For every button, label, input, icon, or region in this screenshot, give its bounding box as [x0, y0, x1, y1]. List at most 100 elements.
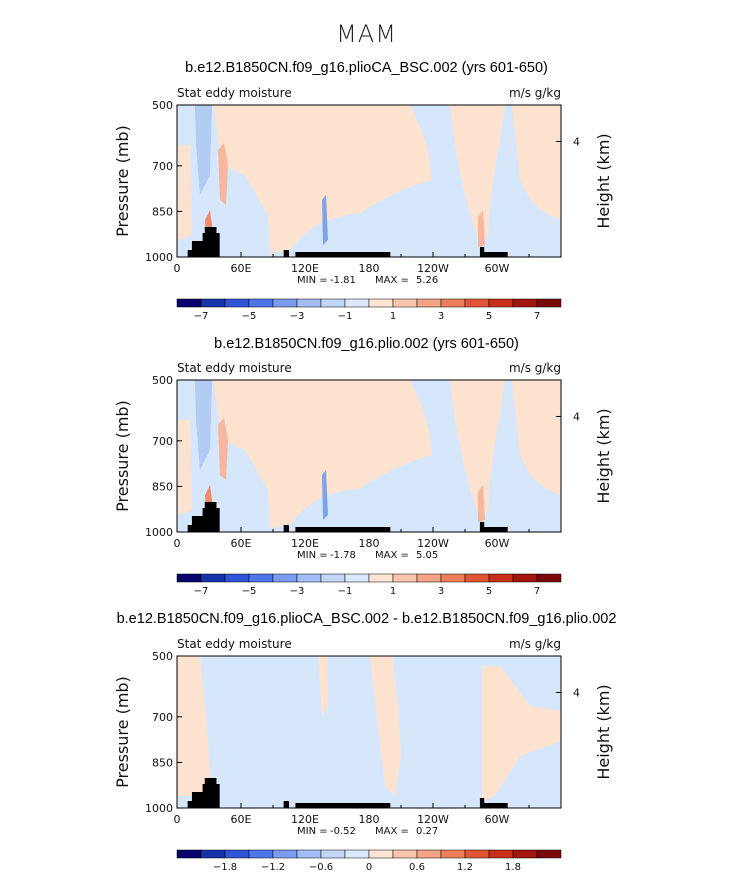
y-right-tick-label: 4 [573, 135, 580, 148]
panel-1-title: b.e12.B1850CN.f09_g16.plioCA_BSC.002 (yr… [185, 60, 548, 76]
colorbar-tick-label: −3 [290, 586, 305, 597]
colorbar-swatch [368, 849, 394, 859]
land-mask-7 [479, 798, 485, 808]
colorbar-swatch [248, 849, 274, 859]
panel-left-label: Stat eddy moisture [177, 361, 292, 375]
colorbar-swatch [416, 298, 442, 308]
colorbar-swatch [224, 849, 250, 859]
x-tick-label: 60W [485, 537, 510, 550]
colorbar-tick-label: −3 [290, 311, 305, 322]
colorbar-swatch [176, 298, 202, 308]
positive-region-3 [512, 380, 561, 495]
min-value: -1.81 [330, 275, 356, 286]
colorbar-tick-label: −1 [338, 311, 353, 322]
panel-units-label: m/s g/kg [509, 637, 561, 651]
land-mask-8 [482, 803, 508, 808]
colorbar-swatch [272, 573, 298, 583]
negative-core-1 [322, 470, 328, 520]
colorbar-swatch [296, 849, 322, 859]
y-tick-label: 500 [152, 374, 173, 387]
positive-core-3 [478, 210, 485, 247]
colorbar-tick-label: 7 [534, 311, 540, 322]
y-tick-label: 850 [152, 205, 173, 218]
colorbar-swatch [464, 573, 490, 583]
positive-region-3 [512, 105, 561, 220]
negative-streak-1 [195, 105, 212, 195]
positive-region-1 [177, 656, 212, 796]
colorbar-tick-label: −1.2 [261, 862, 285, 873]
land-mask-5 [283, 525, 289, 532]
colorbar-swatch [344, 849, 370, 859]
panel-2: 500 700 850 1000 4 0 60E 120E 180 120W 60W Stat edd… [113, 361, 613, 597]
min-label: MIN = [297, 550, 328, 561]
y-tick-label: 850 [152, 756, 173, 769]
colorbar-swatch [200, 573, 226, 583]
colorbar-swatch [536, 849, 562, 859]
positive-core-3 [478, 485, 485, 522]
x-tick-label: 0 [174, 262, 181, 275]
positive-region-2 [318, 656, 328, 716]
colorbar-swatch [512, 849, 538, 859]
x-tick-label: 180 [359, 813, 380, 826]
colorbar-swatch [344, 573, 370, 583]
y-right-axis-title: Height (km) [594, 408, 613, 503]
y-tick-label: 1000 [145, 526, 173, 539]
y-tick-label: 700 [152, 160, 173, 173]
positive-region-1 [213, 105, 432, 253]
land-mask-8 [482, 252, 508, 257]
land-mask-4 [204, 778, 217, 808]
colorbar-tick-label: 1.2 [457, 862, 473, 873]
max-value: 5.05 [416, 550, 438, 561]
x-tick-label: 120W [417, 262, 449, 275]
colorbar-tick-label: −7 [194, 311, 209, 322]
colorbar-swatch [344, 298, 370, 308]
colorbar-swatch [512, 573, 538, 583]
colorbar-tick-label: −1 [338, 586, 353, 597]
min-label: MIN = [297, 275, 328, 286]
y-axis-title: Pressure (mb) [113, 400, 132, 512]
panel-left-label: Stat eddy moisture [177, 86, 292, 100]
colorbar-tick-label: 3 [438, 311, 444, 322]
positive-region-1 [213, 380, 432, 528]
min-label: MIN = [297, 826, 328, 837]
colorbar-tick-label: 1 [390, 586, 396, 597]
colorbar-swatch [512, 298, 538, 308]
x-tick-label: 60W [485, 813, 510, 826]
panel-units-label: m/s g/kg [509, 86, 561, 100]
colorbar-swatch [272, 849, 298, 859]
colorbar-tick-label: 1 [390, 311, 396, 322]
colorbar-swatch [272, 298, 298, 308]
land-mask-5 [283, 250, 289, 257]
y-tick-label: 500 [152, 650, 173, 663]
colorbar-swatch [440, 573, 466, 583]
y-tick-label: 1000 [145, 802, 173, 815]
colorbar-tick-label: 3 [438, 586, 444, 597]
y-right-tick-label: 4 [573, 686, 580, 699]
colorbar-swatch [320, 573, 346, 583]
colorbar-tick-label: 5 [486, 311, 492, 322]
colorbar-tick-label: −7 [194, 586, 209, 597]
x-tick-label: 180 [359, 262, 380, 275]
x-tick-label: 120E [291, 813, 319, 826]
colorbar-swatch [368, 298, 394, 308]
y-tick-label: 1000 [145, 251, 173, 264]
min-value: -1.78 [330, 550, 356, 561]
colorbar-swatch [200, 849, 226, 859]
negative-streak-1 [195, 380, 212, 470]
land-mask-8 [482, 527, 508, 532]
colorbar-tick-label: −5 [242, 311, 257, 322]
x-tick-label: 0 [174, 813, 181, 826]
x-tick-label: 60E [231, 262, 252, 275]
x-tick-label: 60E [231, 813, 252, 826]
min-value: -0.52 [330, 826, 356, 837]
y-right-axis-title: Height (km) [594, 133, 613, 228]
colorbar-swatch [176, 849, 202, 859]
panel-2-title: b.e12.B1850CN.f09_g16.plio.002 (yrs 601-… [214, 336, 519, 352]
colorbar-swatch [296, 573, 322, 583]
negative-core-1 [322, 195, 328, 245]
x-tick-label: 120W [417, 537, 449, 550]
colorbar-swatch [536, 573, 562, 583]
colorbar-tick-label: −0.6 [309, 862, 333, 873]
